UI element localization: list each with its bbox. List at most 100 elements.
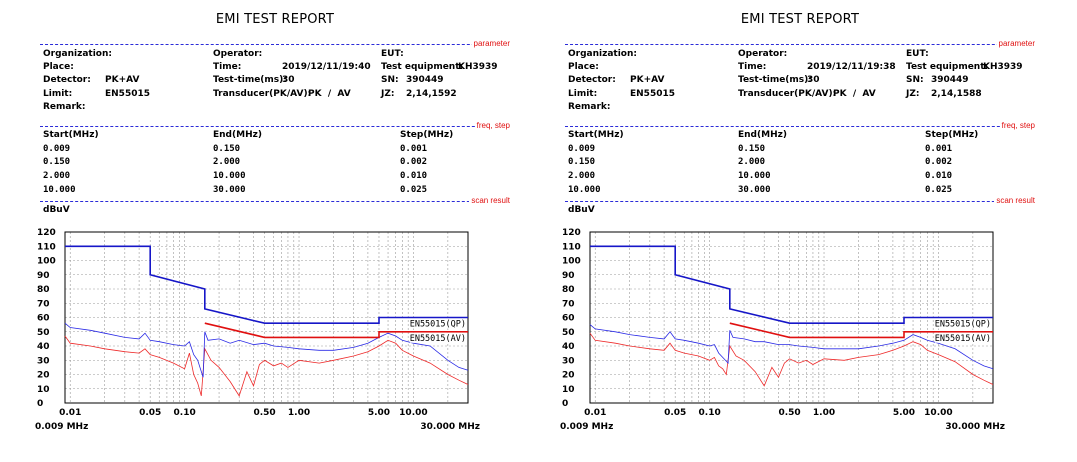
jz-label: JZ: [906,89,920,99]
transducer-value: PK / AV [308,89,351,99]
section-label-scan-result: scan result [994,196,1035,205]
y-tick-label: 40 [37,342,50,352]
x-axis-start-label: 0.009 MHz [560,422,613,432]
eut-label: EUT: [906,49,929,59]
test-equipment-value: KH3939 [983,62,1023,72]
freq-header-end: End(MHz) [738,130,787,140]
limit-label-background [410,318,467,329]
freq-cell: 2.000 [43,171,71,181]
freq-cell: 0.009 [43,144,71,154]
report-title: EMI TEST REPORT [215,12,335,27]
eut-label: EUT: [381,49,404,59]
y-tick-label: 10 [562,385,575,395]
x-tick-label: 0.05 [139,408,161,418]
section-label-parameter: parameter [996,39,1035,48]
x-axis-start-label: 0.009 MHz [35,422,88,432]
freq-header-end: End(MHz) [213,130,262,140]
freq-cell: 2.000 [213,157,241,167]
freq-cell: 0.150 [568,157,596,167]
freq-header-step: Step(MHz) [925,130,979,140]
x-axis-end-label: 30.000 MHz [945,422,1005,432]
y-tick-label: 80 [562,285,575,295]
x-tick-label: 5.00 [368,408,390,418]
emi-report-left: EMI TEST REPORT parameter Organization: … [35,0,515,462]
x-tick-label: 1.00 [288,408,310,418]
test-equipment-value: KH3939 [458,62,498,72]
remark-label: Remark: [43,102,86,112]
freq-cell: 2.000 [568,171,596,181]
x-tick-label: 0.10 [699,408,721,418]
sn-value: 390449 [406,75,444,85]
test-time-value: 30 [807,75,820,85]
x-tick-label: 0.10 [174,408,196,418]
av-measurement-trace [64,335,469,397]
y-tick-label: 70 [562,299,575,309]
time-value: 2019/12/11/19:38 [807,62,896,72]
section-label-freq-step: freq, step [999,121,1035,130]
y-tick-label: 90 [37,271,50,281]
x-tick-label: 0.01 [59,408,81,418]
freq-cell: 0.002 [400,157,428,167]
freq-cell: 30.000 [213,185,246,195]
y-axis-unit: dBuV [43,205,70,215]
x-tick-label: 1.00 [813,408,835,418]
organization-label: Organization: [43,49,112,59]
freq-cell: 10.000 [43,185,76,195]
y-tick-label: 30 [37,356,50,366]
freq-cell: 0.150 [213,144,241,154]
section-label-freq-step: freq, step [474,121,510,130]
freq-cell: 0.025 [925,185,953,195]
detector-label: Detector: [43,75,91,85]
detector-label: Detector: [568,75,616,85]
pk-measurement-trace [64,322,469,378]
x-tick-label: 5.00 [893,408,915,418]
av-measurement-trace [589,332,994,387]
limit-label-background [410,332,467,343]
av-limit-line [729,322,993,339]
limit-label: Limit: [43,89,73,99]
y-axis-unit: dBuV [568,205,595,215]
freq-cell: 0.010 [925,171,953,181]
separator [565,201,1035,202]
emi-spectrum-chart: 0 10 20 30 40 50 60 70 80 90 100 110 120 0.01 0.05 0.10… [35,228,480,432]
y-tick-label: 100 [37,257,56,267]
report-title: EMI TEST REPORT [740,12,860,27]
freq-cell: 0.150 [43,157,71,167]
y-tick-label: 110 [37,242,56,252]
x-tick-label: 0.01 [584,408,606,418]
x-tick-label: 0.50 [253,408,275,418]
separator [40,126,510,127]
y-tick-label: 60 [562,314,575,324]
freq-cell: 0.002 [925,157,953,167]
limit-label-av: EN55015(AV) [935,334,991,344]
detector-value: PK+AV [105,75,140,85]
limit-value: EN55015 [105,89,150,99]
y-tick-label: 120 [562,228,581,238]
emi-spectrum-chart: 0 10 20 30 40 50 60 70 80 90 100 110 120 0.01 0.05 0.10… [560,228,1005,432]
qp-limit-line [590,245,993,324]
separator [565,44,1035,45]
operator-label: Operator: [213,49,263,59]
test-equipment-label: Test equipment: [906,62,989,72]
place-label: Place: [568,62,599,72]
y-tick-label: 50 [562,328,575,338]
freq-cell: 0.150 [738,144,766,154]
y-tick-label: 10 [37,385,50,395]
organization-label: Organization: [568,49,637,59]
freq-cell: 0.001 [400,144,428,154]
sn-label: SN: [906,75,924,85]
y-tick-label: 0 [562,399,568,409]
transducer-label: Transducer(PK/AV): [738,89,837,99]
jz-value: 2,14,1592 [406,89,457,99]
separator [565,126,1035,127]
freq-cell: 0.010 [400,171,428,181]
separator [40,44,510,45]
separator [40,201,510,202]
x-axis-end-label: 30.000 MHz [420,422,480,432]
pk-measurement-trace [589,324,994,370]
y-tick-label: 40 [562,342,575,352]
freq-cell: 0.009 [568,144,596,154]
freq-cell: 2.000 [738,157,766,167]
x-tick-label: 10.00 [399,408,427,418]
freq-cell: 10.000 [213,171,246,181]
